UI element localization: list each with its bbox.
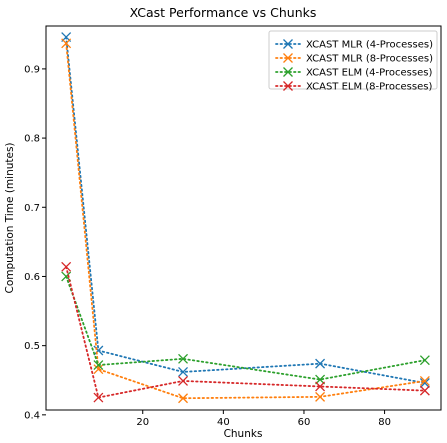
data-point-marker bbox=[178, 393, 189, 404]
y-axis-label: Computation Time (minutes) bbox=[4, 142, 16, 293]
data-point-marker bbox=[93, 360, 104, 370]
data-point-marker bbox=[419, 378, 430, 388]
data-point-marker bbox=[178, 375, 189, 386]
y-tick-label: 0.6 bbox=[24, 272, 40, 283]
data-point-marker bbox=[61, 261, 72, 272]
y-tick-label: 0.8 bbox=[24, 134, 40, 145]
x-tick-label: 60 bbox=[298, 417, 311, 428]
plot-frame bbox=[45, 25, 442, 411]
legend-label: XCAST ELM (4-Processes) bbox=[306, 68, 432, 79]
data-point-marker bbox=[178, 366, 189, 377]
series-line-2 bbox=[65, 42, 426, 400]
y-tick-label: 0.4 bbox=[24, 410, 40, 421]
x-tick-label: 40 bbox=[217, 417, 230, 428]
data-point-marker bbox=[93, 364, 104, 375]
chart-title: XCast Performance vs Chunks bbox=[130, 5, 317, 20]
x-tick-label: 80 bbox=[378, 417, 391, 428]
legend-label: XCAST MLR (8-Processes) bbox=[306, 54, 433, 65]
data-point-marker bbox=[93, 345, 104, 356]
legend-label: XCAST ELM (8-Processes) bbox=[306, 82, 432, 93]
data-point-marker bbox=[315, 381, 326, 392]
y-tick-label: 0.7 bbox=[24, 203, 40, 214]
data-point-marker bbox=[283, 81, 293, 91]
data-point-marker bbox=[61, 38, 72, 49]
data-point-marker bbox=[93, 392, 104, 403]
data-point-marker bbox=[315, 391, 326, 402]
legend-label: XCAST MLR (4-Processes) bbox=[306, 40, 433, 51]
data-point-marker bbox=[283, 53, 293, 63]
y-tick-label: 0.9 bbox=[24, 64, 40, 75]
legend: XCAST MLR (4-Processes) XCAST MLR (8-Proc… bbox=[268, 30, 438, 93]
data-point-marker bbox=[419, 375, 430, 386]
legend-box bbox=[268, 30, 438, 90]
y-tick-label: 0.5 bbox=[24, 341, 40, 352]
data-point-marker bbox=[419, 355, 430, 366]
x-axis-label: Chunks bbox=[224, 428, 263, 440]
x-tick-label: 20 bbox=[136, 417, 149, 428]
data-point-marker bbox=[178, 353, 189, 364]
data-point-marker bbox=[283, 67, 293, 77]
data-point-marker bbox=[315, 358, 326, 369]
data-point-marker bbox=[419, 385, 430, 396]
data-point-marker bbox=[283, 39, 293, 49]
